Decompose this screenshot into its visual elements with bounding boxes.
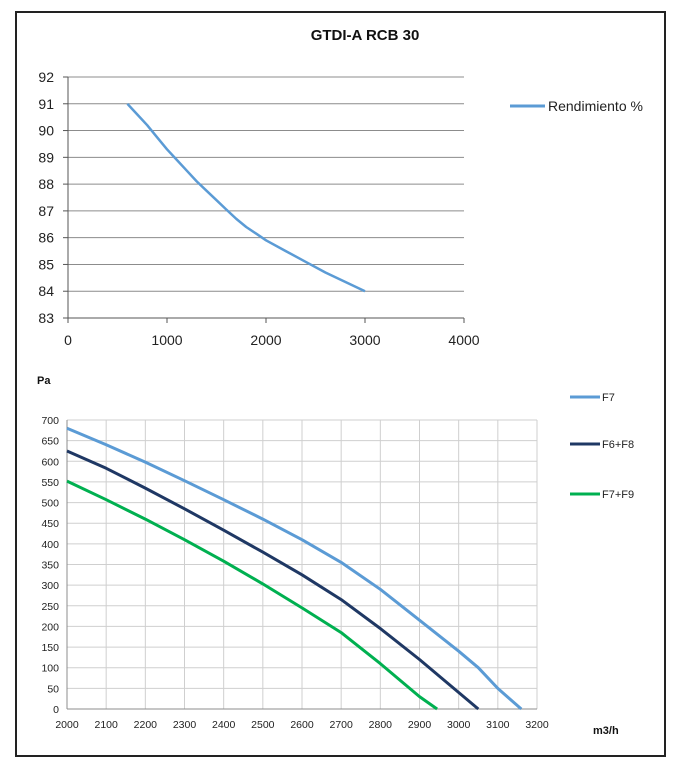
c1-y-tick-label: 91 — [38, 96, 54, 112]
c2-x-tick-label: 2200 — [134, 719, 158, 731]
c1-x-tick-label: 4000 — [448, 332, 479, 348]
c1-y-tick-label: 86 — [38, 230, 54, 246]
c1-x-tick-label: 0 — [64, 332, 72, 348]
efficiency-chart: GTDI-A RCB 30 83 84 85 86 87 88 89 90 91 92 0 1000… — [38, 27, 643, 348]
c2-x-tick-label: 2500 — [251, 719, 275, 731]
c2-y-tick-label: 100 — [41, 663, 59, 675]
c2-x-tick-label: 2600 — [290, 719, 314, 731]
c2-x-tick-label: 2800 — [369, 719, 393, 731]
y-axis-unit: Pa — [37, 375, 51, 387]
c2-y-tick-label: 450 — [41, 518, 59, 530]
c2-y-tick-label: 650 — [41, 436, 59, 448]
c2-y-tick-label: 700 — [41, 415, 59, 427]
c2-y-tick-label: 250 — [41, 601, 59, 613]
c1-y-tick-label: 87 — [38, 203, 54, 219]
x-axis-unit: m3/h — [593, 725, 619, 737]
c1-y-tick-label: 85 — [38, 256, 54, 272]
c1-y-tick-label: 90 — [38, 123, 54, 139]
c2-x-tick-label: 2100 — [94, 719, 118, 731]
c2-x-tick-label: 2300 — [173, 719, 197, 731]
c1-y-tick-label: 83 — [38, 310, 54, 326]
c1-y-tick-label: 92 — [38, 69, 54, 85]
c2-x-tick-label: 3000 — [447, 719, 471, 731]
c2-y-tick-label: 0 — [53, 704, 59, 716]
c1-x-tick-labels: 0 1000 2000 3000 4000 — [64, 332, 480, 348]
series-line-rendimiento — [126, 102, 366, 293]
c2-y-tick-label: 50 — [47, 683, 59, 695]
legend-label-f7f9: F7+F9 — [602, 489, 634, 501]
c2-y-tick-label: 300 — [41, 580, 59, 592]
c2-x-tick-label: 3200 — [525, 719, 549, 731]
c2-x-tick-labels: 2000 2100 2200 2300 2400 2500 2600 2700 2800 2900… — [55, 719, 549, 731]
c2-x-tick-label: 2400 — [212, 719, 236, 731]
c1-y-tick-label: 84 — [38, 283, 54, 299]
c2-y-tick-label: 550 — [41, 477, 59, 489]
c2-x-tick-label: 3100 — [486, 719, 510, 731]
c2-y-tick-label: 600 — [41, 456, 59, 468]
series-line-f7f9 — [66, 479, 438, 711]
c2-y-tick-label: 500 — [41, 498, 59, 510]
c2-gridlines — [66, 419, 538, 710]
c2-y-tick-label: 200 — [41, 621, 59, 633]
c2-y-tick-label: 400 — [41, 539, 59, 551]
c1-y-tick-label: 88 — [38, 176, 54, 192]
c2-x-tick-label: 2900 — [408, 719, 432, 731]
c1-x-tick-label: 3000 — [349, 332, 380, 348]
c1-x-tick-label: 2000 — [250, 332, 281, 348]
chart-title: GTDI-A RCB 30 — [311, 27, 420, 44]
series-line-f7 — [66, 426, 523, 711]
c2-y-tick-label: 150 — [41, 642, 59, 654]
c1-y-tick-label: 89 — [38, 149, 54, 165]
c1-series-lines — [126, 102, 366, 293]
c1-x-tick-label: 1000 — [151, 332, 182, 348]
c1-gridlines — [63, 76, 465, 323]
c2-legend: F7 F6+F8 F7+F9 — [570, 392, 634, 501]
c1-legend: Rendimiento % — [510, 98, 643, 114]
c1-y-tick-labels: 83 84 85 86 87 88 89 90 91 92 — [38, 69, 54, 326]
series-line-f6f8 — [66, 449, 480, 711]
legend-label-f6f8: F6+F8 — [602, 439, 634, 451]
legend-label-f7: F7 — [602, 392, 615, 404]
c2-y-tick-labels: 0 50 100 150 200 250 300 350 400 450 500 550 600 650 7… — [41, 415, 59, 716]
pressure-chart: Pa m3/h 0 50 100 150 200 250 300 350 400 450 500 55… — [37, 375, 634, 737]
legend-label-rendimiento: Rendimiento % — [548, 98, 643, 114]
c2-series-lines — [66, 426, 523, 711]
c2-x-tick-label: 2000 — [55, 719, 79, 731]
c2-x-tick-label: 2700 — [329, 719, 353, 731]
c2-y-tick-label: 350 — [41, 560, 59, 572]
